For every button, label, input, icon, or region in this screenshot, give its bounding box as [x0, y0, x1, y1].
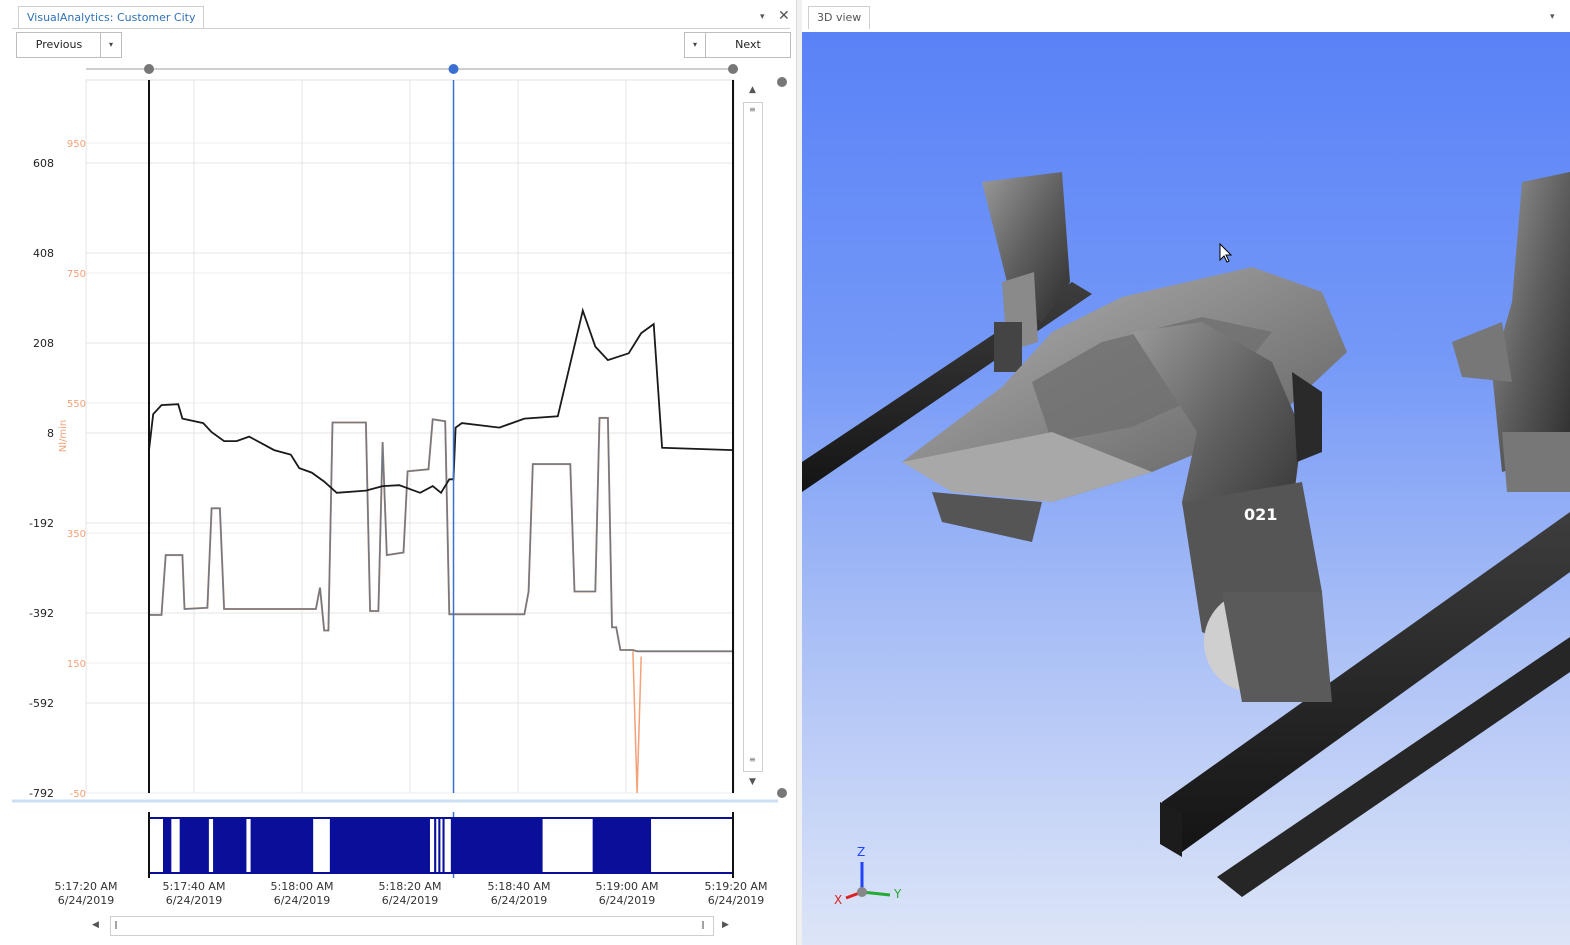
tick-date: 6/24/2019 — [381, 894, 439, 907]
scroll-grip-bottom[interactable]: ≡ — [749, 755, 756, 764]
y-right-tick-label: 750 — [67, 269, 86, 280]
3d-view-pane: 3D view ▾ — [802, 0, 1570, 945]
tick-date: 6/24/2019 — [57, 894, 115, 907]
scroll-up-icon[interactable]: ▲ — [749, 85, 756, 95]
range-end-handle[interactable] — [728, 64, 738, 74]
y-right-tick-label: 350 — [67, 529, 86, 540]
y-left-tick-label: -792 — [29, 787, 54, 800]
y-right-tick-label: 150 — [67, 659, 86, 670]
tick-time: 5:18:40 AM — [487, 880, 551, 893]
vertical-range-bottom-handle[interactable] — [777, 788, 787, 798]
y-right-axis-label: Nl/min — [58, 420, 69, 453]
y-left-tick-label: 608 — [33, 157, 54, 170]
axis-triad-icon: Z Y X — [834, 845, 902, 907]
center-robot — [1132, 322, 1332, 702]
tick-time: 5:19:00 AM — [595, 880, 659, 893]
close-icon[interactable]: ✕ — [778, 8, 790, 24]
floor-strip — [1217, 637, 1570, 897]
timeline-segment — [250, 819, 314, 872]
x-axis-tick-label: 5:19:00 AM 6/24/2019 — [587, 880, 667, 908]
y-left-tick-label: 408 — [33, 247, 54, 260]
tick-time: 5:17:20 AM — [54, 880, 118, 893]
tick-date: 6/24/2019 — [165, 894, 223, 907]
3d-viewport[interactable]: 021 Z Y X — [802, 32, 1570, 945]
timeline-segment — [179, 819, 209, 872]
front-rail-side — [1160, 802, 1182, 857]
tick-time: 5:18:20 AM — [378, 880, 442, 893]
y-left-tick-label: 8 — [47, 427, 54, 440]
y-right-tick-label: -50 — [70, 789, 86, 800]
right-robot — [1452, 172, 1570, 492]
scroll-right-icon[interactable]: ▶ — [722, 920, 729, 930]
x-axis-tick-label: 5:18:20 AM 6/24/2019 — [370, 880, 450, 908]
tick-date: 6/24/2019 — [490, 894, 548, 907]
series-black-line — [148, 307, 734, 495]
y-left-tick-label: 208 — [33, 337, 54, 350]
timeline-segment — [438, 819, 441, 872]
timeline-segment — [213, 819, 247, 872]
scroll-grip-left[interactable]: ‖ — [114, 920, 118, 929]
previous-dropdown-chevron-down-icon[interactable]: ▾ — [100, 32, 122, 58]
series-orange-spike — [632, 651, 642, 794]
horizontal-scrollbar[interactable]: ‖ ‖ — [110, 916, 714, 936]
scroll-left-icon[interactable]: ◀ — [92, 920, 99, 930]
svg-text:Z: Z — [857, 845, 865, 859]
y-left-tick-label: -192 — [29, 517, 54, 530]
range-start-handle[interactable] — [144, 64, 154, 74]
visual-analytics-pane: VisualAnalytics: Customer City ▾ ✕ Previ… — [0, 0, 797, 945]
timeline-segment — [434, 819, 437, 872]
vertical-range-top-handle[interactable] — [777, 77, 787, 87]
y-left-tick-label: -392 — [29, 607, 54, 620]
tick-time: 5:17:40 AM — [162, 880, 226, 893]
y-right-tick-label: 950 — [67, 139, 86, 150]
tab-divider — [12, 28, 790, 29]
svg-text:Y: Y — [893, 887, 902, 901]
scroll-grip-right[interactable]: ‖ — [701, 920, 705, 929]
timeline-segment — [450, 819, 543, 872]
series-gray-line — [149, 417, 733, 653]
3d-pane-menu-chevron-down-icon[interactable]: ▾ — [1550, 12, 1555, 22]
tick-date: 6/24/2019 — [707, 894, 765, 907]
x-axis-tick-label: 5:18:00 AM 6/24/2019 — [262, 880, 342, 908]
x-axis-tick-label: 5:18:40 AM 6/24/2019 — [479, 880, 559, 908]
tick-time: 5:19:20 AM — [704, 880, 768, 893]
left-robot — [982, 172, 1070, 372]
x-axis-tick-label: 5:17:20 AM 6/24/2019 — [46, 880, 126, 908]
x-axis-tick-label: 5:19:20 AM 6/24/2019 — [696, 880, 776, 908]
next-button[interactable]: Next — [705, 32, 791, 58]
previous-button[interactable]: Previous — [16, 32, 102, 58]
tick-time: 5:18:00 AM — [270, 880, 334, 893]
3d-view-tab[interactable]: 3D view — [808, 6, 871, 29]
visual-analytics-tab[interactable]: VisualAnalytics: Customer City — [18, 6, 205, 29]
pane-menu-chevron-down-icon[interactable]: ▾ — [760, 12, 765, 22]
time-cursor-handle[interactable] — [448, 64, 459, 74]
scroll-down-icon[interactable]: ▼ — [749, 777, 756, 787]
3d-scene: 021 Z Y X — [802, 172, 1570, 907]
svg-text:X: X — [834, 893, 842, 907]
timeline-segment — [163, 819, 172, 872]
cursor-icon — [1219, 242, 1233, 263]
sensor-chart[interactable]: 608 408 208 8 -192 -392 -592 -792 950 750 550 350 15… — [0, 0, 796, 945]
vertical-scrollbar[interactable]: ≡ ≡ — [743, 102, 763, 772]
tick-date: 6/24/2019 — [598, 894, 656, 907]
scroll-grip-top[interactable]: ≡ — [749, 105, 756, 114]
robot-id-label: 021 — [1244, 505, 1277, 524]
y-left-tick-label: -592 — [29, 697, 54, 710]
timeline-segment — [592, 819, 652, 872]
y-right-tick-label: 550 — [67, 399, 86, 410]
timeline-segment — [442, 819, 445, 872]
front-rail — [1162, 512, 1570, 852]
tick-date: 6/24/2019 — [273, 894, 331, 907]
x-axis-tick-label: 5:17:40 AM 6/24/2019 — [154, 880, 234, 908]
timeline-segment — [329, 819, 430, 872]
